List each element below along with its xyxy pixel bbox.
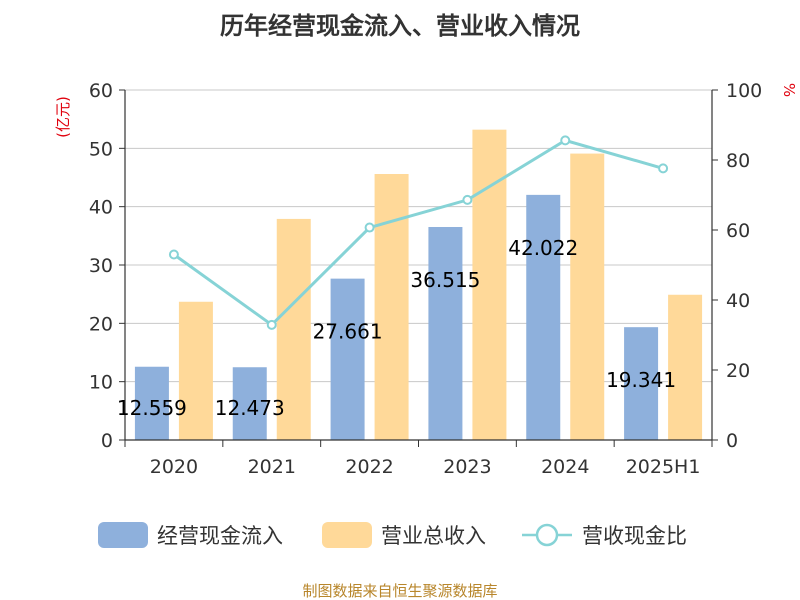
x-axis-tick-label: 2025H1	[626, 456, 701, 478]
legend: 经营现金流入 营业总收入 营收现金比	[98, 522, 687, 548]
right-axis-tick-label: 20	[726, 360, 750, 382]
ratio-point	[266, 319, 277, 330]
x-axis-tick-label: 2022	[345, 456, 393, 478]
right-axis-tick-label: 100	[726, 80, 762, 102]
ratio-point	[168, 249, 179, 260]
x-axis-tick-label: 2020	[150, 456, 198, 478]
data-labels: 12.559 12.473 27.661 36.515 42.022 19.341	[117, 236, 676, 420]
right-axis-unit: %	[780, 83, 798, 97]
left-axis-tick-label: 20	[89, 313, 113, 335]
cash-inflow-bar	[624, 327, 659, 440]
cash-inflow-data-label: 27.661	[313, 320, 383, 344]
legend-label-ratio: 营收现金比	[582, 524, 687, 548]
x-axis-tick-label: 2023	[443, 456, 491, 478]
left-axis-tick-label: 10	[89, 372, 113, 394]
cash-inflow-bar	[134, 366, 169, 440]
legend-label-revenue: 营业总收入	[381, 524, 486, 548]
source-note: 制图数据来自恒生聚源数据库	[302, 582, 497, 600]
grid-lines	[125, 89, 712, 383]
left-axis-tick-label: 50	[89, 138, 113, 160]
right-axis-tick-label: 60	[726, 220, 750, 242]
cash-inflow-bar	[526, 194, 561, 440]
cash-inflow-data-label: 12.559	[117, 396, 187, 420]
revenue-bar	[276, 218, 311, 440]
ratio-line	[173, 138, 664, 327]
left-axis-unit: (亿元)	[54, 96, 72, 138]
right-axis-tick-label: 0	[726, 430, 738, 452]
bars	[134, 129, 703, 441]
cash-inflow-data-label: 19.341	[606, 368, 676, 392]
cash-inflow-data-label: 36.515	[410, 268, 480, 292]
left-axis-tick-label: 30	[89, 255, 113, 277]
left-axis-tick-label: 60	[89, 80, 113, 102]
ratio-point	[560, 135, 571, 146]
x-axis-tick-label: 2024	[541, 456, 589, 478]
revenue-bar	[374, 174, 409, 440]
x-axis-tick-label: 2021	[248, 456, 296, 478]
chart-title: 历年经营现金流入、营业收入情况	[220, 12, 580, 40]
ratio-point	[462, 194, 473, 205]
left-axis-tick-label: 40	[89, 197, 113, 219]
legend-swatch-revenue	[322, 522, 372, 548]
cash-inflow-bar	[428, 226, 463, 440]
right-axis-tick-label: 80	[726, 150, 750, 172]
legend-swatch-cash-inflow	[98, 522, 148, 548]
cash-inflow-data-label: 42.022	[508, 236, 578, 260]
ratio-point	[364, 222, 375, 233]
legend-label-cash-inflow: 经营现金流入	[157, 524, 283, 548]
ratio-line-series	[168, 135, 669, 330]
cash-inflow-bar	[330, 278, 365, 440]
revenue-bar	[472, 129, 507, 440]
legend-swatch-ratio-marker	[535, 523, 559, 547]
ratio-point	[658, 163, 669, 174]
cash-inflow-bar	[232, 367, 267, 440]
right-axis-tick-label: 40	[726, 290, 750, 312]
revenue-bar	[570, 153, 605, 441]
revenue-bar	[668, 294, 703, 440]
axes: 0 10 20 30 40 50 60 0 20 40 60 80 100 2020 2021 2022 202…	[89, 80, 762, 478]
left-axis-tick-label: 0	[101, 430, 113, 452]
cash-inflow-data-label: 12.473	[215, 396, 285, 420]
revenue-bar	[178, 301, 213, 440]
